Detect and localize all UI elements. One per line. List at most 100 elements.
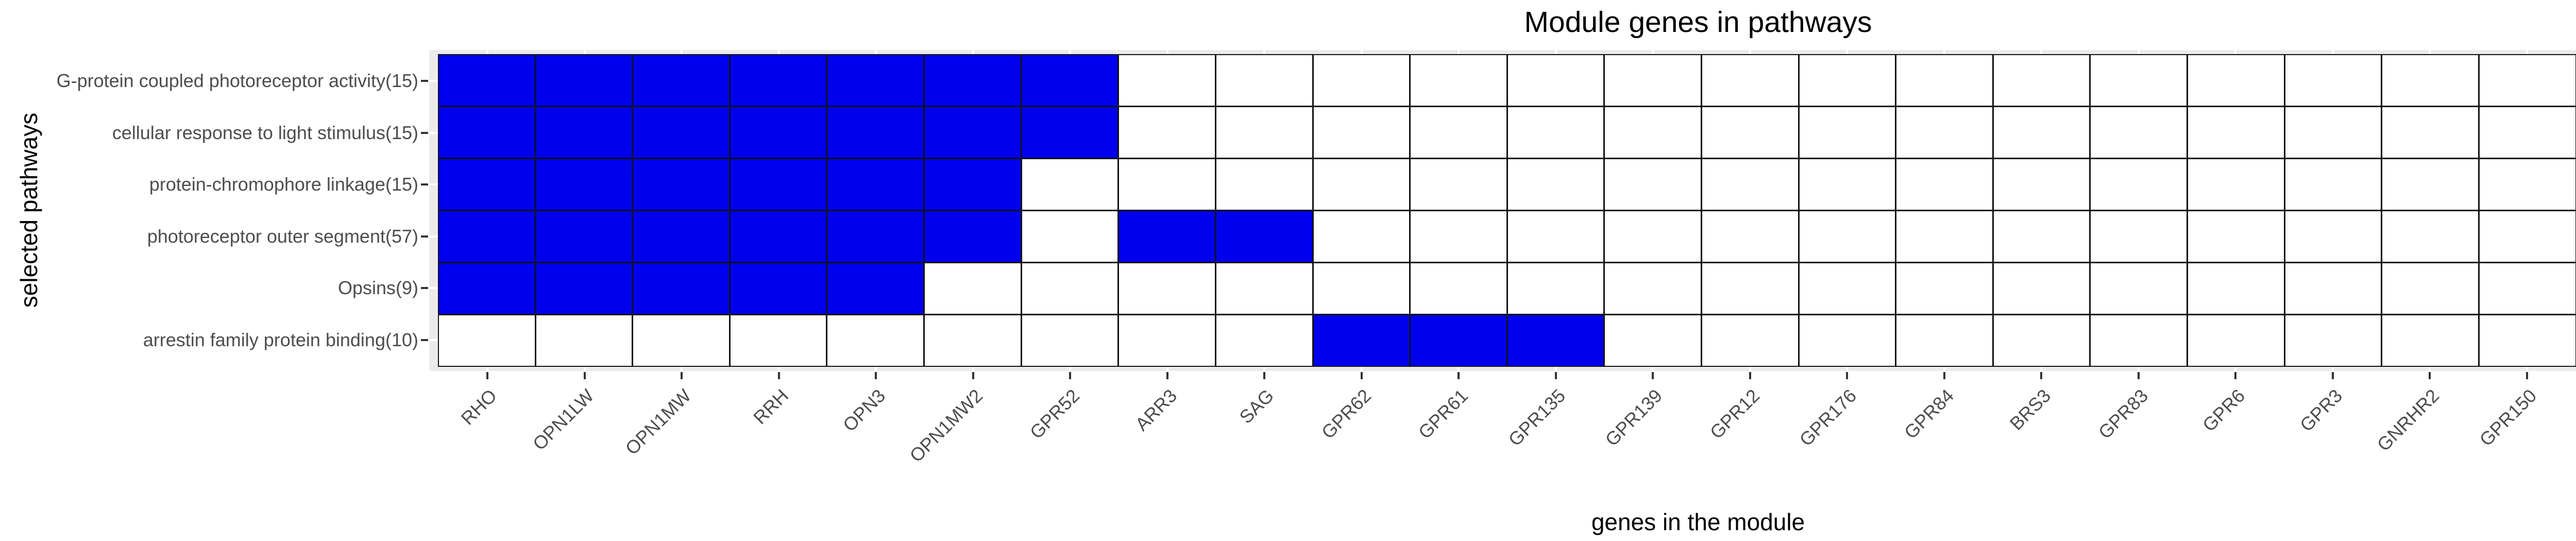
heatmap-cell — [1313, 159, 1410, 210]
heatmap-cell — [1605, 159, 1701, 210]
heatmap-cell — [2479, 55, 2575, 106]
heatmap-cell — [2285, 107, 2381, 158]
x-tick — [486, 372, 489, 379]
heatmap-cell — [1119, 315, 1215, 366]
x-tick — [1458, 372, 1460, 379]
heatmap-cell — [1119, 211, 1215, 262]
heatmap-cell — [536, 315, 632, 366]
heatmap-cell — [827, 159, 924, 210]
heatmap-cell — [1313, 211, 1410, 262]
heatmap-cell — [2285, 159, 2381, 210]
heatmap-cell — [1799, 315, 1895, 366]
heatmap-cell — [2479, 263, 2575, 314]
heatmap-cell — [2382, 263, 2478, 314]
heatmap-cell — [1702, 263, 1798, 314]
heatmap-cell — [536, 107, 632, 158]
heatmap-cell — [1507, 211, 1604, 262]
y-tick — [421, 287, 428, 290]
x-tick-label: RHO — [456, 385, 501, 429]
heatmap-cell — [633, 55, 729, 106]
x-tick — [681, 372, 683, 379]
heatmap-cell — [439, 55, 535, 106]
heatmap-cell — [2091, 263, 2187, 314]
x-tick-label: GPR135 — [1504, 385, 1569, 450]
x-tick — [1263, 372, 1266, 379]
x-tick-label: GPR83 — [2094, 385, 2152, 443]
x-tick — [1360, 372, 1363, 379]
x-tick-label: RRH — [749, 385, 792, 429]
heatmap-cell — [730, 263, 826, 314]
heatmap-cell — [1702, 211, 1798, 262]
heatmap-cell — [730, 55, 826, 106]
heatmap-cell — [2479, 159, 2575, 210]
heatmap-cell — [1605, 315, 1701, 366]
heatmap-cell — [730, 315, 826, 366]
x-tick — [2526, 372, 2528, 379]
heatmap-cell — [1022, 107, 1118, 158]
heatmap-cell — [1411, 55, 1506, 106]
x-tick — [2137, 372, 2140, 379]
heatmap-cell — [1993, 107, 2090, 158]
heatmap-cell — [1313, 107, 1410, 158]
heatmap-cell — [2382, 211, 2478, 262]
x-tick — [875, 372, 877, 379]
heatmap-cell — [2091, 159, 2187, 210]
heatmap-cell — [1216, 315, 1312, 366]
heatmap-cell — [1605, 107, 1701, 158]
heatmap-cell — [925, 211, 1021, 262]
heatmap-cell — [925, 107, 1021, 158]
heatmap-cell — [1507, 159, 1604, 210]
heatmap-cell — [2188, 315, 2284, 366]
heatmap-cell — [536, 211, 632, 262]
y-tick-label: G-protein coupled photoreceptor activity… — [56, 70, 418, 92]
x-tick-label: OPN1MW — [621, 385, 696, 459]
heatmap-cell — [633, 263, 729, 314]
y-tick — [421, 339, 428, 341]
x-tick-label: GPR176 — [1795, 385, 1861, 450]
heatmap-cell — [925, 315, 1021, 366]
x-tick-label: GPR139 — [1601, 385, 1667, 450]
x-tick-label: OPN3 — [839, 385, 890, 436]
heatmap-cell — [1605, 211, 1701, 262]
heatmap-cell — [1411, 263, 1506, 314]
heatmap-cell — [2382, 159, 2478, 210]
heatmap-cell — [2285, 211, 2381, 262]
x-tick-label: BRS3 — [2005, 385, 2055, 434]
heatmap-cell — [1507, 315, 1604, 366]
heatmap-cell — [1411, 211, 1506, 262]
x-tick-label: OPN1LW — [529, 385, 598, 454]
y-tick-label: arrestin family protein binding(10) — [143, 329, 418, 350]
heatmap-cell — [2382, 315, 2478, 366]
heatmap-cell — [1411, 107, 1506, 158]
heatmap-cell — [1605, 55, 1701, 106]
x-tick-label: GPR84 — [1900, 385, 1958, 443]
y-tick-label: cellular response to light stimulus(15) — [112, 122, 418, 143]
heatmap-cell — [439, 263, 535, 314]
heatmap-cell — [633, 107, 729, 158]
heatmap-cell — [1799, 211, 1895, 262]
heatmap-cell — [1119, 55, 1215, 106]
heatmap-cell — [1411, 315, 1506, 366]
heatmap-cell — [1022, 315, 1118, 366]
heatmap-cell — [536, 263, 632, 314]
x-tick-label: GPR62 — [1317, 385, 1375, 443]
heatmap-cell — [1216, 263, 1312, 314]
heatmap-cell — [536, 55, 632, 106]
heatmap-cell — [2091, 211, 2187, 262]
heatmap-cell — [2188, 211, 2284, 262]
x-tick-label: GPR12 — [1705, 385, 1764, 443]
heatmap-cell — [827, 107, 924, 158]
heatmap-cell — [633, 211, 729, 262]
heatmap-cell — [1022, 55, 1118, 106]
heatmap-cell — [827, 55, 924, 106]
plot-panel — [429, 50, 2576, 371]
heatmap-cell — [2479, 211, 2575, 262]
heatmap-cell — [439, 159, 535, 210]
heatmap-cell — [827, 263, 924, 314]
heatmap-cell — [1799, 55, 1895, 106]
y-tick — [421, 235, 428, 238]
x-tick — [2331, 372, 2334, 379]
heatmap-cell — [1799, 159, 1895, 210]
heatmap-cell — [730, 211, 826, 262]
